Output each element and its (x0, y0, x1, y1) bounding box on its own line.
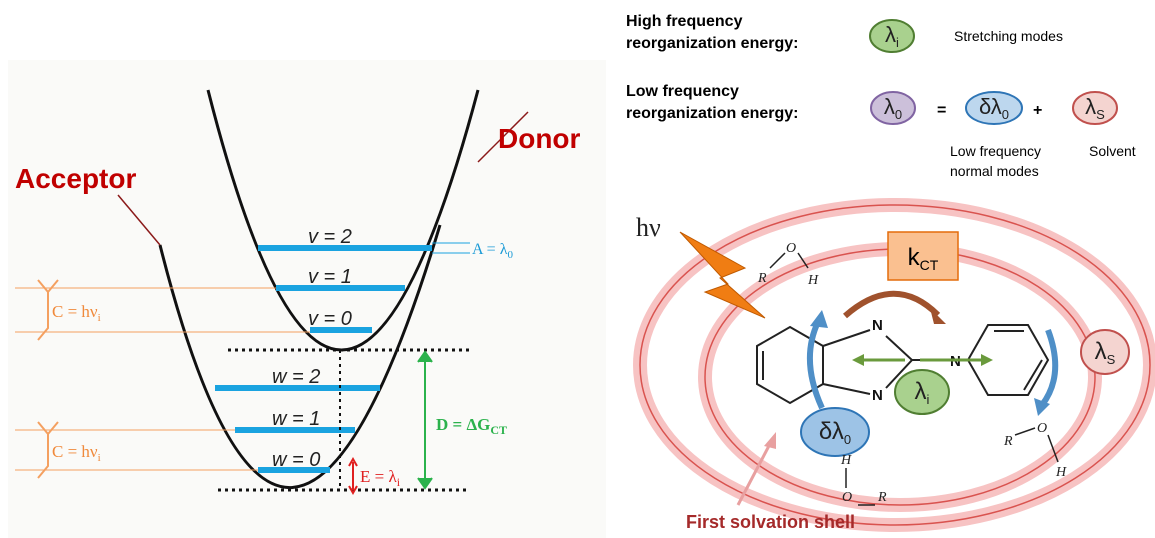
c-lines (15, 279, 310, 479)
high-label: High frequency (626, 13, 743, 30)
delta-lambda-0: δλ0 (819, 418, 851, 447)
atom: O (786, 241, 796, 256)
blue-arrow (807, 320, 825, 410)
c-label: C = hνi (52, 442, 101, 464)
atom: R (757, 271, 767, 286)
hv: hν (636, 213, 661, 242)
dotted-lines (218, 348, 470, 492)
level-label: w = 1 (272, 408, 320, 430)
blue-arrow-head (1034, 398, 1050, 416)
solvent-bonds (769, 252, 1059, 506)
d-arrow-heads (417, 350, 433, 490)
level-label: v = 0 (308, 308, 352, 330)
stretching-label: Stretching modes (954, 28, 1063, 44)
level-label: w = 0 (272, 449, 320, 471)
lambda-i-badge (869, 19, 915, 53)
shell-label: First solvation shell (686, 512, 855, 532)
lambda-s-badge (1072, 91, 1118, 125)
level-label: w = 2 (272, 366, 320, 388)
low-label: reorganization energy: (626, 105, 798, 122)
energy-diagram: Donor Acceptor v = 2 v = 1 v = 0 w = 2 w… (8, 60, 606, 538)
stretch-arrow-head (852, 354, 864, 366)
atom: O (842, 490, 852, 505)
acceptor-pointer (117, 194, 161, 246)
atom: H (1055, 465, 1067, 480)
ct-arrow-head (930, 308, 946, 324)
delta-lambda-badge (800, 407, 870, 457)
panel-bg (8, 60, 606, 538)
outer-shell-line (639, 204, 1151, 526)
high-label: reorganization energy: (626, 35, 798, 52)
lambda-0: λ0 (884, 94, 902, 122)
atom: N (872, 317, 883, 334)
levels (215, 245, 432, 473)
shell-pointer-head (764, 432, 776, 449)
blue-arrow (1039, 328, 1059, 407)
level-label: v = 1 (308, 266, 352, 288)
legend: High frequency reorganization energy: λi… (626, 13, 1136, 179)
blue-arrow-head (810, 310, 828, 328)
low-modes-label: Low frequency (950, 143, 1041, 159)
atom: H (807, 273, 819, 288)
lambda-i-badge (894, 369, 950, 415)
plus: + (1033, 102, 1042, 119)
atom: O (1037, 421, 1047, 436)
low-modes-label: normal modes (950, 163, 1039, 179)
stretch-arrow-head (981, 354, 993, 366)
e-label: E = λi (360, 467, 401, 489)
low-label: Low frequency (626, 83, 739, 100)
solvent-label: Solvent (1089, 143, 1136, 159)
e-arrow-heads (348, 456, 358, 496)
kct: kCT (908, 244, 939, 273)
delta-lambda-0: δλ0 (979, 94, 1009, 122)
lambda-0-badge (870, 91, 916, 125)
equals: = (937, 102, 946, 119)
scheme: hν kCT N N N λi δλ0 λS R O H R O H H O R… (633, 198, 1155, 532)
molecule (756, 324, 1050, 405)
acceptor-label: Acceptor (15, 163, 136, 194)
kct-box (887, 231, 959, 281)
d-label: D = ΔGCT (436, 415, 507, 437)
atom: R (877, 490, 887, 505)
level-label: v = 2 (308, 226, 352, 248)
ct-arrow (843, 290, 941, 319)
atom: R (1003, 434, 1013, 449)
lambda-i: λi (915, 378, 930, 407)
lambda-s: λS (1085, 94, 1105, 122)
atom: H (840, 453, 852, 468)
lambda-s: λS (1095, 338, 1116, 367)
shell-pointer (736, 439, 774, 506)
c-label: C = hνi (52, 302, 101, 324)
lambda-i: λi (885, 22, 899, 50)
lightning (679, 231, 766, 319)
donor-pointer (477, 111, 529, 163)
donor-label: Donor (498, 123, 581, 154)
a-label: A = λ0 (472, 241, 513, 261)
delta-lambda-badge (965, 91, 1023, 125)
atom: N (872, 387, 883, 404)
acceptor-curve (158, 224, 442, 490)
lambda-s-badge (1080, 329, 1130, 375)
